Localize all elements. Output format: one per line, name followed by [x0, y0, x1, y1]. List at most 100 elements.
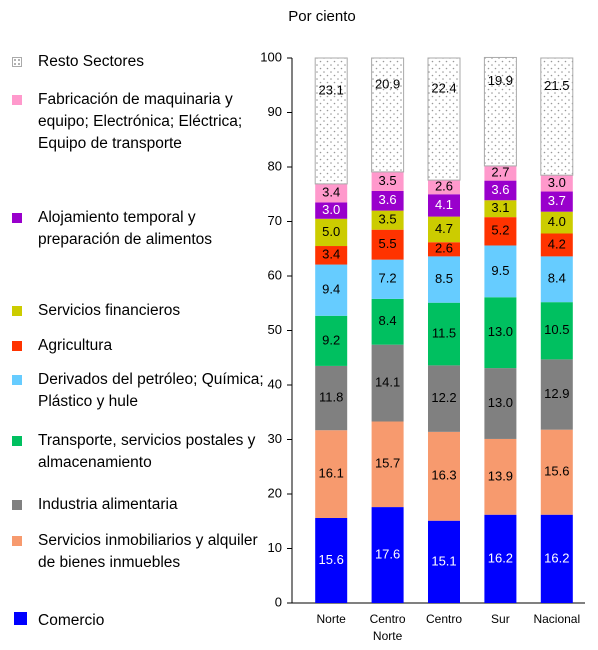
legend-label: Agricultura — [38, 337, 113, 354]
y-tick-label: 40 — [268, 376, 282, 391]
legend-label: Transporte, servicios postales y almacen… — [38, 432, 256, 471]
bar-segment — [484, 297, 517, 369]
value-label: 14.1 — [375, 375, 400, 390]
value-label: 8.4 — [379, 313, 397, 328]
value-label: 16.2 — [544, 550, 569, 565]
legend-label: Resto Sectores — [38, 53, 144, 70]
value-label: 13.0 — [488, 324, 513, 339]
y-tick-label: 100 — [260, 49, 282, 64]
bar-segment — [371, 421, 404, 508]
value-label: 3.6 — [491, 182, 509, 197]
value-label: 3.7 — [548, 193, 566, 208]
legend-swatch — [12, 436, 22, 446]
value-label: 5.2 — [491, 223, 509, 238]
legend-swatch — [12, 375, 22, 385]
x-tick-label: Centro Norte — [369, 612, 406, 643]
y-tick-label: 30 — [268, 431, 282, 446]
value-label: 4.7 — [435, 221, 453, 236]
value-label: 16.1 — [319, 466, 344, 481]
bar-segment — [315, 264, 348, 316]
legend-label: Derivados del petróleo; Química; Plástic… — [38, 371, 264, 410]
bar-segment — [484, 200, 517, 218]
value-label: 4.1 — [435, 197, 453, 212]
bar-segment — [371, 210, 404, 230]
value-label: 4.0 — [548, 214, 566, 229]
y-tick-label: 90 — [268, 104, 282, 119]
y-tick-label: 0 — [275, 594, 282, 609]
value-label: 12.9 — [544, 386, 569, 401]
bar-segment — [371, 259, 404, 299]
value-label: 23.1 — [319, 82, 344, 97]
bar-segment — [371, 298, 404, 345]
bar-segment — [484, 245, 517, 298]
bar-segment — [484, 514, 517, 603]
value-label: 16.3 — [431, 468, 456, 483]
bar-segment — [484, 180, 517, 201]
legend-label: Servicios inmobiliarios y alquiler de bi… — [38, 532, 258, 571]
legend-label: Servicios financieros — [38, 302, 181, 319]
y-tick-label: 20 — [268, 485, 282, 500]
bar-segment — [315, 183, 348, 203]
bar-segment — [371, 171, 404, 191]
value-label: 9.4 — [322, 282, 340, 297]
bar-segment — [427, 57, 461, 181]
value-label: 16.2 — [488, 550, 513, 565]
value-label: 3.4 — [322, 247, 340, 262]
bar-segment — [428, 242, 460, 257]
value-label: 15.6 — [319, 552, 344, 567]
bar-segment — [371, 507, 404, 603]
value-label: 3.1 — [491, 200, 509, 215]
value-label: 12.2 — [431, 390, 456, 405]
value-label: 3.4 — [322, 185, 340, 200]
value-label: 8.5 — [435, 271, 453, 286]
bar-segment — [540, 211, 573, 234]
bar-segment — [540, 256, 573, 303]
bar-segment — [371, 229, 404, 260]
value-label: 2.6 — [435, 241, 453, 256]
value-label: 15.7 — [375, 456, 400, 471]
legend-label: Alojamiento temporal y preparación de al… — [38, 209, 213, 248]
legend-label: Industria alimentaria — [38, 496, 178, 513]
value-label: 11.5 — [432, 325, 456, 340]
value-label: 19.9 — [488, 73, 513, 88]
bar-segment — [428, 216, 460, 243]
legend-swatch — [12, 95, 22, 105]
bar-segment — [315, 517, 348, 603]
value-label: 3.6 — [379, 192, 397, 207]
bar-segment — [315, 246, 348, 265]
legend-swatch — [12, 500, 22, 510]
value-label: 9.5 — [491, 263, 509, 278]
bar-segment — [315, 315, 348, 366]
bar-segment — [540, 233, 573, 257]
value-label: 7.2 — [379, 271, 397, 286]
value-label: 4.2 — [548, 236, 566, 251]
value-label: 11.8 — [319, 390, 343, 405]
bar-segment — [428, 365, 460, 432]
value-label: 9.2 — [322, 332, 340, 347]
value-label: 3.0 — [322, 202, 340, 217]
value-label: 17.6 — [375, 546, 400, 561]
bar-segment — [315, 202, 348, 219]
bar-segment — [484, 217, 517, 246]
bar-segment — [428, 180, 460, 195]
legend-swatch — [12, 341, 22, 351]
bar-segment — [315, 218, 348, 247]
value-label: 15.6 — [544, 464, 569, 479]
y-tick-label: 60 — [268, 267, 282, 282]
value-label: 13.9 — [488, 468, 513, 483]
value-label: 10.5 — [544, 322, 569, 337]
value-label: 3.5 — [379, 173, 397, 188]
value-label: 13.0 — [488, 395, 513, 410]
bar-segment — [484, 368, 517, 439]
bar-segment — [483, 56, 517, 167]
bar-segment — [540, 57, 574, 176]
bar-segment — [315, 365, 348, 431]
bar-segment — [428, 431, 460, 521]
x-tick-label: Norte — [316, 612, 346, 626]
value-label: 5.0 — [322, 224, 340, 239]
bar-segment — [540, 175, 573, 192]
bar-segment — [428, 302, 460, 366]
value-label: 22.4 — [431, 80, 456, 95]
value-label: 8.4 — [548, 271, 566, 286]
